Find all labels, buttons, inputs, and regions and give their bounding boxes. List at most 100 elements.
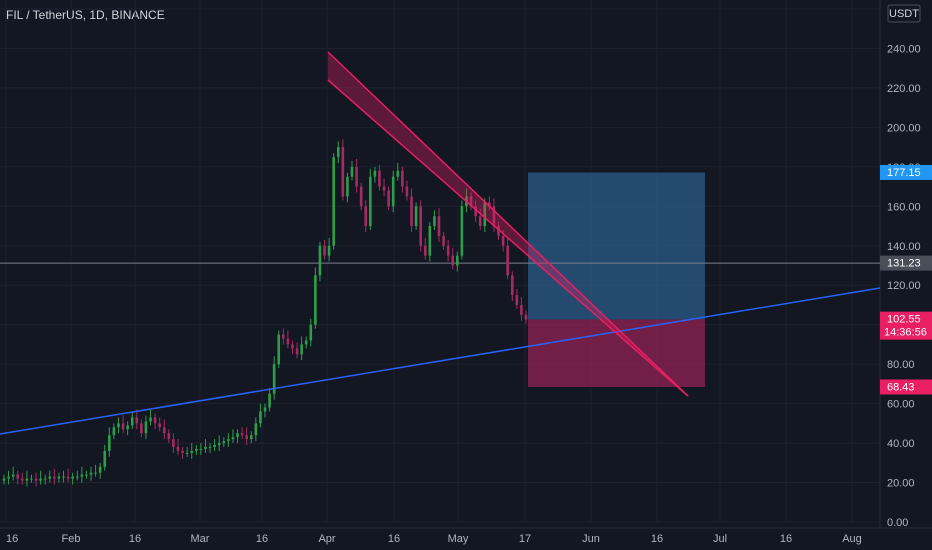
downtrend-line-lower [327, 79, 689, 397]
price-tag [880, 379, 932, 395]
candle-body [227, 439, 230, 442]
price-tick-label: 80.00 [887, 359, 915, 371]
candle-body [405, 186, 409, 197]
time-tick-label: 16 [388, 533, 400, 545]
candle-body [149, 417, 152, 422]
candle-body [94, 472, 97, 474]
candle-body [11, 474, 15, 477]
price-tick-label: 20.00 [887, 478, 915, 490]
candle-body [346, 176, 349, 197]
candle-body [217, 443, 221, 446]
candle-body [75, 476, 79, 478]
candle-body [126, 425, 129, 430]
price-tick-label: 120.00 [887, 280, 921, 292]
candle-body [167, 433, 171, 440]
candle-body [524, 314, 528, 320]
candle-body [510, 275, 514, 296]
candle-body [213, 445, 216, 448]
candle-body [62, 476, 65, 478]
price-tick-label: 240.00 [887, 43, 921, 55]
candle-body [359, 186, 363, 207]
candle-body [327, 245, 331, 256]
symbol-title: FIL / TetherUS, 1D, BINANCE [6, 8, 165, 22]
candle-body [121, 423, 125, 430]
candle-body [135, 417, 139, 424]
time-tick-label: 16 [780, 533, 792, 545]
price-tick-label: 40.00 [887, 438, 915, 450]
price-tag [880, 164, 932, 180]
price-tick-label: 200.00 [887, 122, 921, 134]
candle-body [245, 435, 248, 440]
candle-body [117, 423, 120, 428]
candle-body [451, 255, 455, 266]
candle-body [350, 166, 354, 177]
candle-body [34, 478, 38, 481]
time-tick-label: Jun [582, 533, 600, 545]
time-tick-label: 17 [519, 533, 531, 545]
price-tick-label: 160.00 [887, 201, 921, 213]
price-tag-countdown: 14:36:56 [884, 327, 927, 339]
candle-body [199, 448, 203, 450]
candle-body [181, 450, 184, 453]
time-tick-label: 16 [6, 533, 18, 545]
candle-body [176, 447, 180, 451]
candle-body [373, 170, 377, 177]
candle-body [492, 206, 496, 227]
candle-body [501, 235, 505, 246]
candle-body [277, 334, 281, 365]
candle-body [268, 393, 271, 408]
candle-body [185, 452, 189, 454]
profit-zone [528, 172, 705, 320]
candle-body [240, 433, 244, 436]
candle-body [483, 202, 487, 227]
candle-body [25, 478, 29, 481]
loss-zone [528, 319, 705, 387]
candle-body [30, 478, 33, 480]
candle-body [204, 447, 207, 449]
candle-body [323, 245, 326, 256]
candle-body [314, 275, 317, 325]
candle-body [378, 170, 381, 187]
time-tick-label: Mar [191, 533, 210, 545]
time-tick-label: Feb [62, 533, 81, 545]
time-tick-label: 16 [256, 533, 268, 545]
candle-body [272, 364, 276, 394]
candle-body [21, 478, 24, 481]
time-tick-label: 16 [129, 533, 141, 545]
candle-body [144, 421, 148, 434]
candle-body [162, 427, 166, 434]
candle-body [387, 190, 390, 207]
candle-body [48, 476, 52, 479]
candle-body [286, 338, 290, 345]
candle-body [112, 427, 116, 436]
candle-body [108, 435, 111, 451]
candle-body [442, 235, 445, 246]
candle-body [66, 476, 70, 479]
candle-body [2, 478, 6, 481]
candle-body [153, 417, 157, 424]
candle-body [318, 245, 322, 276]
candle-body [520, 304, 523, 315]
price-tag [880, 255, 932, 271]
candle-body [391, 176, 395, 207]
time-tick-label: Apr [318, 533, 335, 545]
uptrend-line [0, 287, 881, 435]
candle-body [410, 196, 413, 227]
candle-body [236, 433, 239, 438]
candle-body [103, 450, 107, 467]
currency-badge-label: USDT [889, 8, 919, 20]
price-tag-label: 131.23 [887, 258, 921, 270]
price-tick-label: 60.00 [887, 399, 915, 411]
candle-body [309, 324, 313, 341]
candle-body [460, 206, 464, 256]
price-tag-label: 68.43 [887, 381, 915, 393]
candle-body [474, 206, 477, 217]
candle-body [254, 423, 258, 436]
candle-body [506, 245, 509, 276]
candle-body [336, 147, 340, 157]
candle-body [382, 186, 386, 191]
candle-body [71, 476, 74, 479]
candle-body [433, 216, 436, 227]
candle-body [355, 166, 358, 187]
